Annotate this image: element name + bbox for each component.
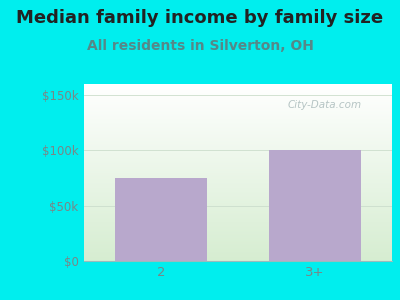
Bar [115, 178, 207, 261]
Text: All residents in Silverton, OH: All residents in Silverton, OH [86, 39, 314, 53]
Text: Median family income by family size: Median family income by family size [16, 9, 384, 27]
Bar [269, 150, 361, 261]
Text: City-Data.com: City-Data.com [287, 100, 361, 110]
